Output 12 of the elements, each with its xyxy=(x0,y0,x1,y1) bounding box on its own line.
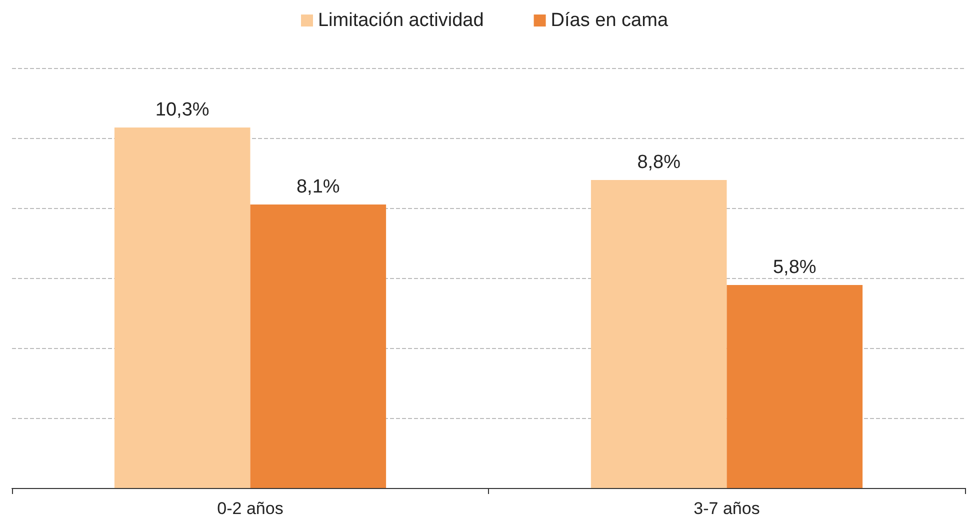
x-tick-label: 0-2 años xyxy=(217,499,284,518)
data-label: 8,1% xyxy=(296,176,340,198)
legend-label: Limitación actividad xyxy=(318,10,484,31)
data-label: 10,3% xyxy=(155,100,210,120)
bar xyxy=(590,180,727,488)
legend-label: Días en cama xyxy=(550,10,668,31)
data-label: 8,8% xyxy=(637,152,681,173)
bar xyxy=(250,204,386,488)
bar xyxy=(114,128,250,488)
data-label: 5,8% xyxy=(772,257,816,278)
x-tick-label: 3-7 años xyxy=(694,499,760,518)
bar xyxy=(726,285,863,488)
